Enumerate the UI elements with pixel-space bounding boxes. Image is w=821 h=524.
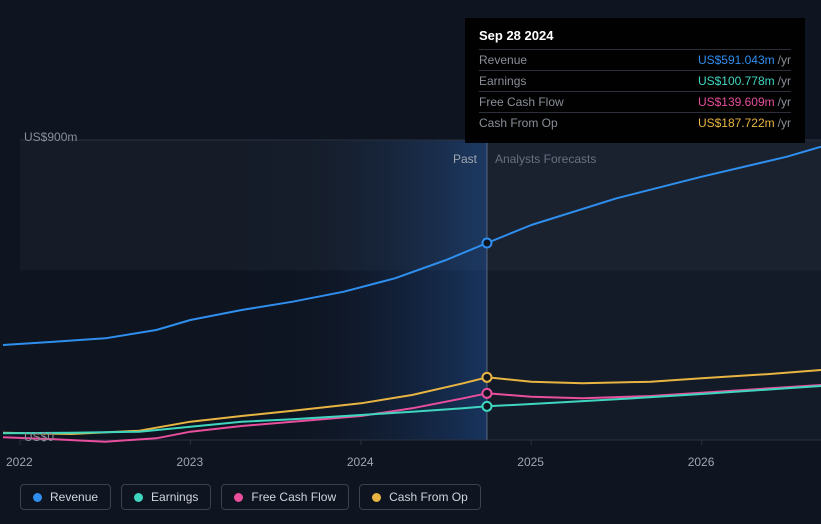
tooltip-row-value: US$591.043m/yr bbox=[698, 53, 791, 67]
chart-tooltip: Sep 28 2024 Revenue US$591.043m/yr Earning… bbox=[465, 18, 805, 143]
x-axis-label: 2026 bbox=[688, 455, 715, 469]
legend-label: Revenue bbox=[50, 490, 98, 504]
legend-label: Cash From Op bbox=[389, 490, 468, 504]
legend-dot-icon bbox=[33, 493, 42, 502]
forecast-section-label: Analysts Forecasts bbox=[495, 152, 596, 166]
tooltip-row-value: US$139.609m/yr bbox=[698, 95, 791, 109]
tooltip-row: Revenue US$591.043m/yr bbox=[479, 49, 791, 70]
tooltip-row: Free Cash Flow US$139.609m/yr bbox=[479, 91, 791, 112]
tooltip-row-value: US$100.778m/yr bbox=[698, 74, 791, 88]
legend-dot-icon bbox=[134, 493, 143, 502]
tooltip-row: Earnings US$100.778m/yr bbox=[479, 70, 791, 91]
legend-dot-icon bbox=[234, 493, 243, 502]
y-axis-label-top: US$900m bbox=[24, 130, 77, 144]
tooltip-row-label: Cash From Op bbox=[479, 116, 558, 130]
y-axis-label-bottom: US$0 bbox=[24, 430, 54, 444]
x-axis-label: 2023 bbox=[176, 455, 203, 469]
tooltip-row-label: Free Cash Flow bbox=[479, 95, 564, 109]
tooltip-row-label: Earnings bbox=[479, 74, 526, 88]
tooltip-row: Cash From Op US$187.722m/yr bbox=[479, 112, 791, 133]
x-axis-label: 2022 bbox=[6, 455, 33, 469]
legend-item[interactable]: Revenue bbox=[20, 484, 111, 510]
past-section-label: Past bbox=[453, 152, 477, 166]
financials-chart: US$900m US$0 Past Analysts Forecasts Sep… bbox=[0, 0, 821, 524]
legend-dot-icon bbox=[372, 493, 381, 502]
chart-legend: Revenue Earnings Free Cash Flow Cash From O… bbox=[20, 484, 481, 510]
legend-item[interactable]: Cash From Op bbox=[359, 484, 481, 510]
legend-item[interactable]: Earnings bbox=[121, 484, 211, 510]
x-axis-label: 2025 bbox=[517, 455, 544, 469]
legend-label: Earnings bbox=[151, 490, 198, 504]
tooltip-row-value: US$187.722m/yr bbox=[698, 116, 791, 130]
tooltip-date: Sep 28 2024 bbox=[479, 28, 791, 43]
x-axis-label: 2024 bbox=[347, 455, 374, 469]
legend-label: Free Cash Flow bbox=[251, 490, 336, 504]
tooltip-row-label: Revenue bbox=[479, 53, 527, 67]
legend-item[interactable]: Free Cash Flow bbox=[221, 484, 349, 510]
